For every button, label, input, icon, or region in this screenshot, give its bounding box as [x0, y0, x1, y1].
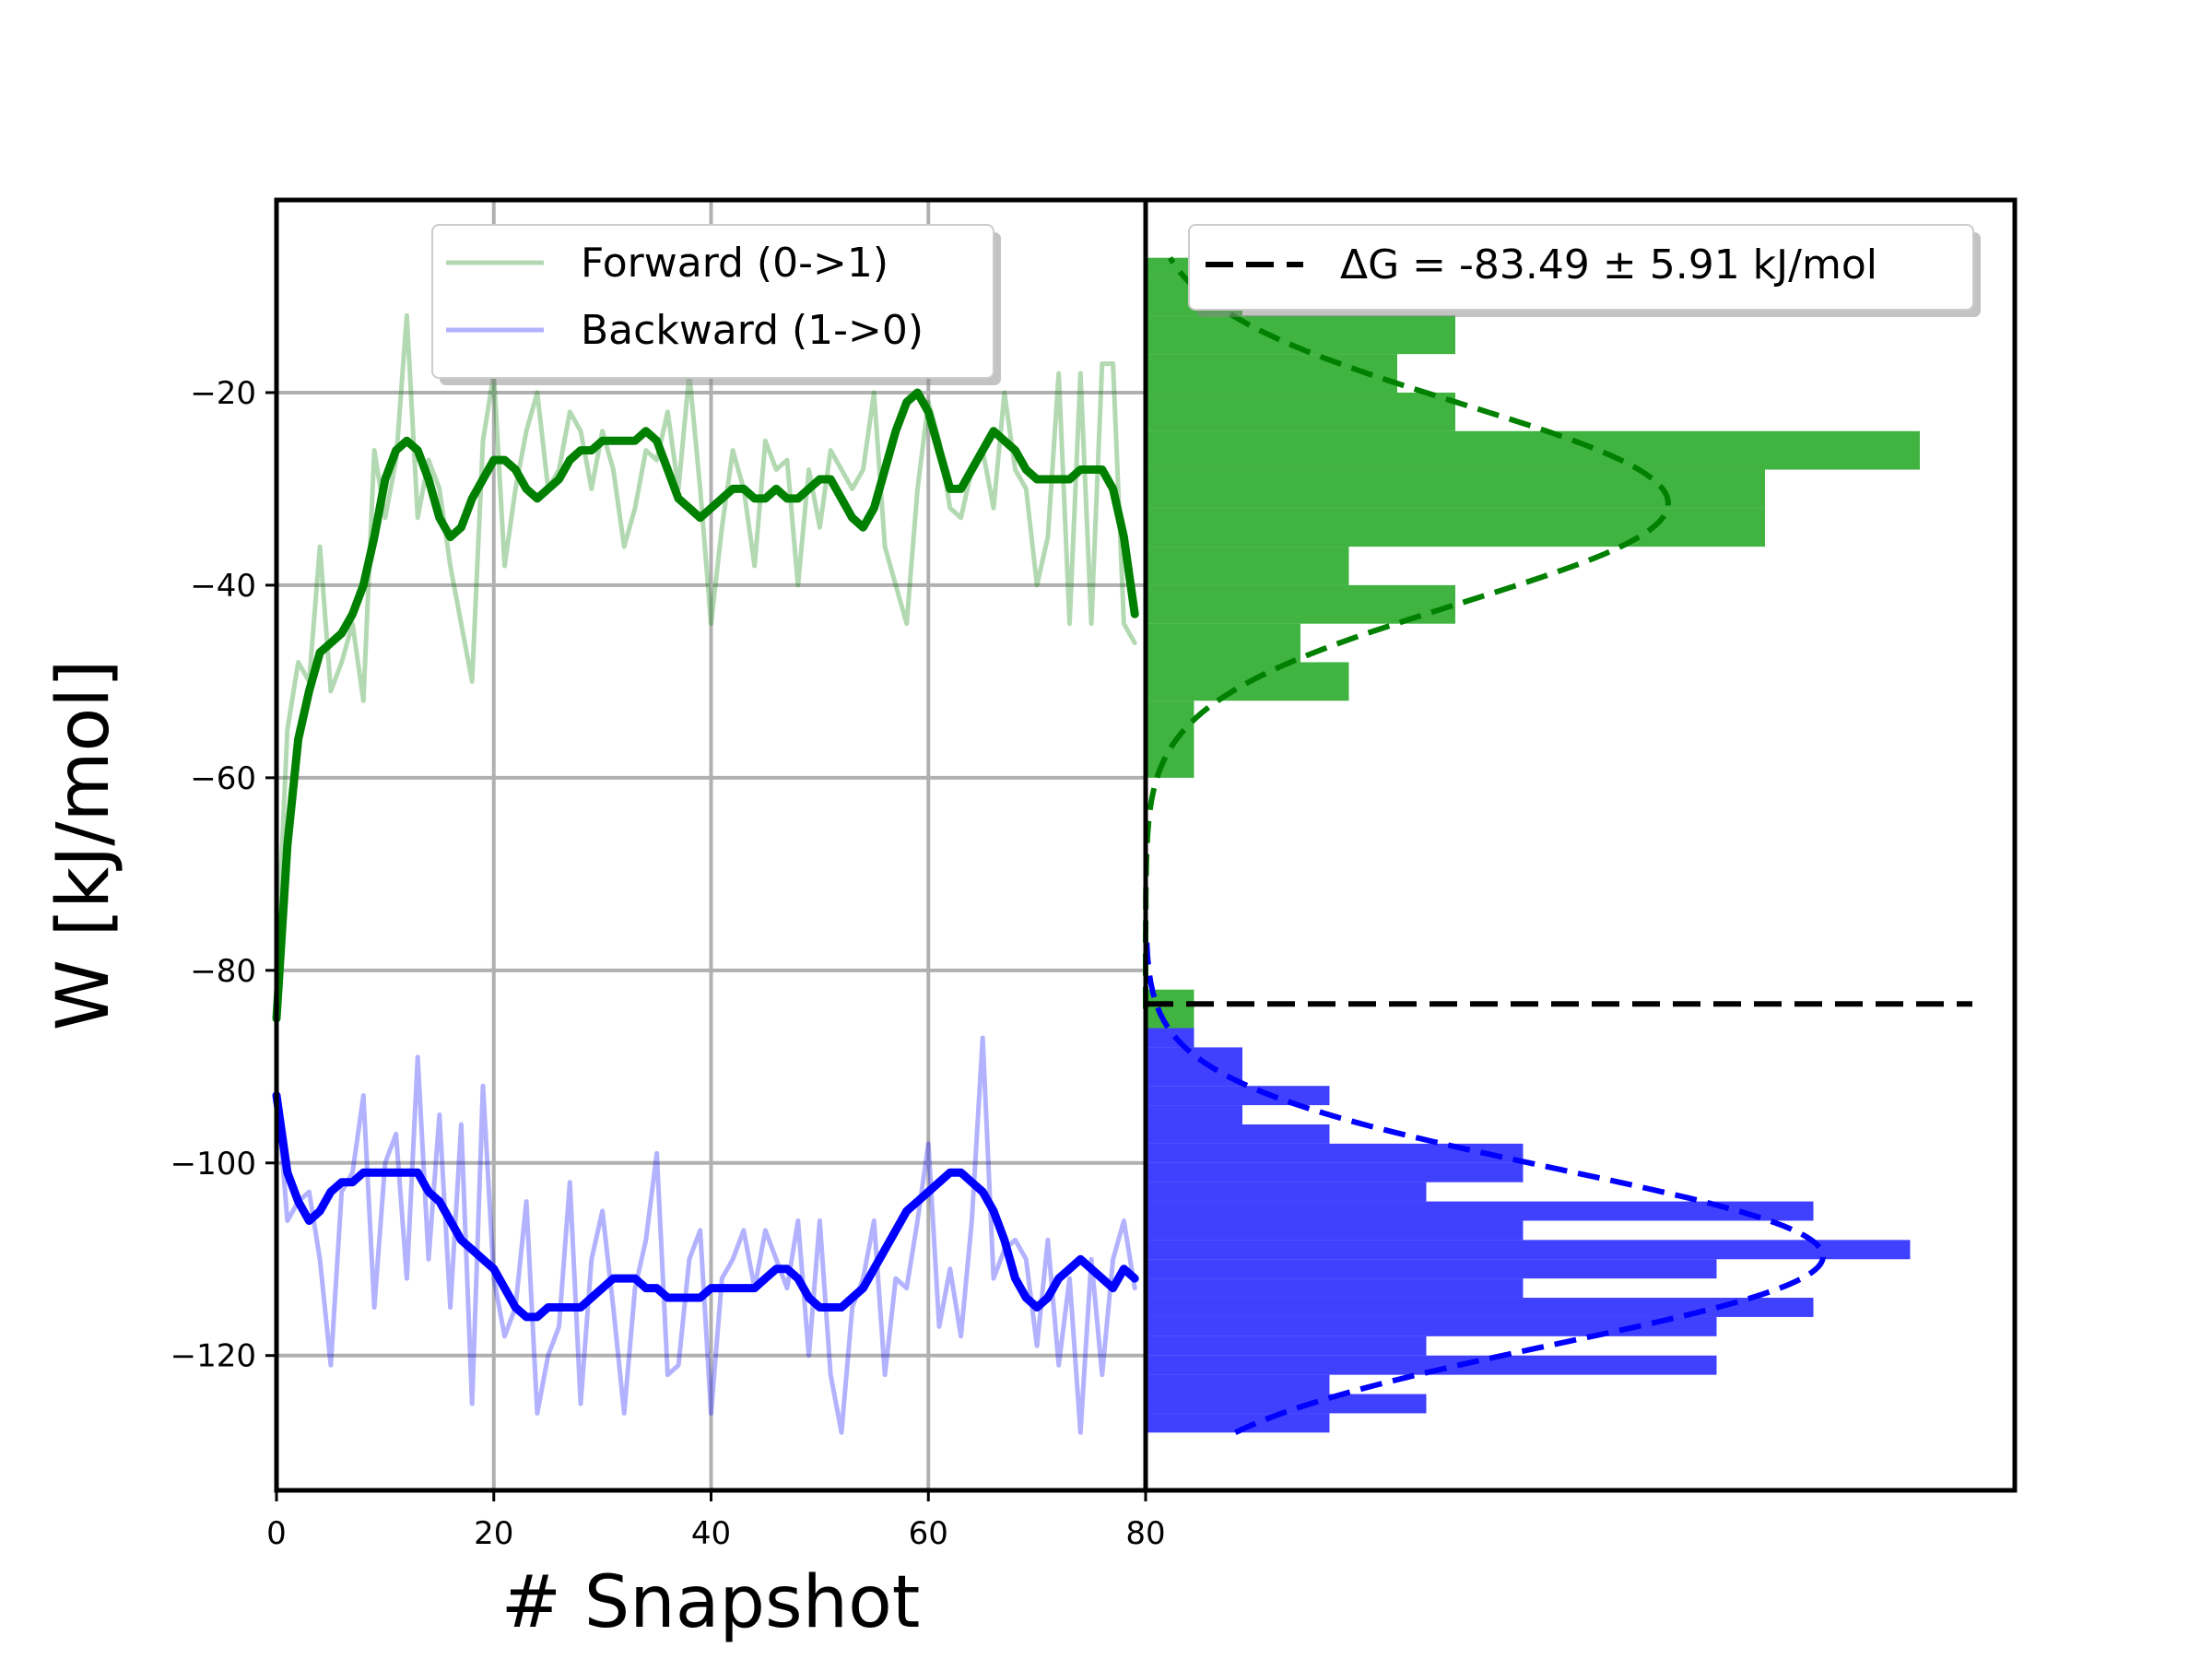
y-tick-label-5: −20	[190, 375, 256, 412]
x-tick-label-4: 80	[1125, 1515, 1165, 1552]
histogram-bar-backward-8	[1146, 1259, 1717, 1279]
legend-label-forward: Forward (0->1)	[581, 240, 888, 287]
histogram-bar-backward-9	[1146, 1240, 1911, 1260]
histogram-bar-backward-10	[1146, 1220, 1524, 1241]
histogram-bar-backward-3	[1146, 1355, 1717, 1375]
histogram-bar-backward-5	[1146, 1316, 1717, 1336]
x-tick-label-3: 60	[909, 1515, 948, 1552]
histogram-bar-backward-7	[1146, 1278, 1524, 1299]
backward-smoothed-line	[272, 1091, 1139, 1322]
histogram-bar-backward-18	[1146, 1047, 1242, 1087]
work-distribution-panel: ΔG = -83.49 ± 5.91 kJ/mol	[1143, 197, 2018, 1493]
delta-g-legend-label: ΔG = -83.49 ± 5.91 kJ/mol	[1340, 241, 1877, 288]
legend-label-backward: Backward (1->0)	[581, 307, 924, 354]
legend-box	[431, 224, 994, 379]
delta-g-legend-box	[1188, 224, 1974, 311]
y-tick-label-2: −80	[190, 953, 256, 990]
backward-gaussian-fit	[1143, 931, 1827, 1436]
histogram-bar-forward-7	[1146, 469, 1765, 509]
x-tick-label-0: 0	[266, 1515, 287, 1552]
histogram-bar-backward-4	[1146, 1335, 1427, 1356]
histogram-bar-forward-8	[1146, 430, 1920, 470]
histogram-bar-forward-6	[1146, 508, 1765, 547]
histogram-bar-backward-15	[1146, 1124, 1330, 1144]
right-axes-frame	[1143, 197, 2018, 1493]
y-tick-label-1: −100	[171, 1146, 256, 1182]
x-tick-label-1: 20	[474, 1515, 513, 1552]
histogram-bar-backward-19	[1146, 1028, 1194, 1048]
histogram-bars	[1146, 257, 1920, 1433]
histogram-bar-backward-12	[1146, 1182, 1427, 1202]
histogram-bar-backward-14	[1146, 1143, 1524, 1163]
histogram-bar-backward-1	[1146, 1394, 1427, 1414]
histogram-bar-backward-2	[1146, 1374, 1330, 1394]
x-tick-label-2: 40	[691, 1515, 731, 1552]
backward-raw-line	[274, 1035, 1137, 1435]
forward-gaussian-fit	[1143, 256, 1671, 1009]
y-axis-ticks: −120 −100 −80 −60 −40 −20	[171, 375, 276, 1375]
histogram-bar-forward-10	[1146, 354, 1397, 393]
y-tick-label-3: −60	[190, 760, 256, 797]
x-axis-ticks: 0 20 40 60 80	[266, 1490, 1166, 1552]
y-axis-label: W [kJ/mol]	[42, 660, 125, 1031]
delta-g-legend: ΔG = -83.49 ± 5.91 kJ/mol	[1188, 224, 1981, 317]
histogram-bar-forward-5	[1146, 547, 1349, 585]
histogram-bar-backward-0	[1146, 1413, 1330, 1433]
x-axis-label: # Snapshot	[501, 1561, 921, 1644]
forward-smoothed-line	[272, 388, 1139, 1023]
series-legend: Forward (0->1) Backward (1->0)	[431, 224, 1001, 385]
histogram-bar-forward-9	[1146, 392, 1455, 431]
histogram-bar-forward-1	[1146, 700, 1194, 778]
y-tick-label-4: −40	[190, 568, 256, 605]
histogram-bar-forward-3	[1146, 623, 1300, 663]
work-timeseries-panel: 0 20 40 60 80 −120 −100 −80 −60 −40 −20 # Snapsho…	[42, 197, 1166, 1644]
histogram-bar-forward-4	[1146, 584, 1455, 624]
histogram-bar-backward-17	[1146, 1086, 1330, 1106]
gaussian-fit-curves	[1143, 256, 1827, 1436]
histogram-bar-backward-13	[1146, 1162, 1524, 1182]
histogram-bar-backward-6	[1146, 1298, 1814, 1317]
work-series-lines	[272, 312, 1139, 1435]
forward-raw-line	[274, 312, 1137, 973]
y-tick-label-0: −120	[171, 1338, 256, 1375]
histogram-bar-backward-16	[1146, 1105, 1242, 1124]
histogram-bar-backward-11	[1146, 1201, 1814, 1221]
